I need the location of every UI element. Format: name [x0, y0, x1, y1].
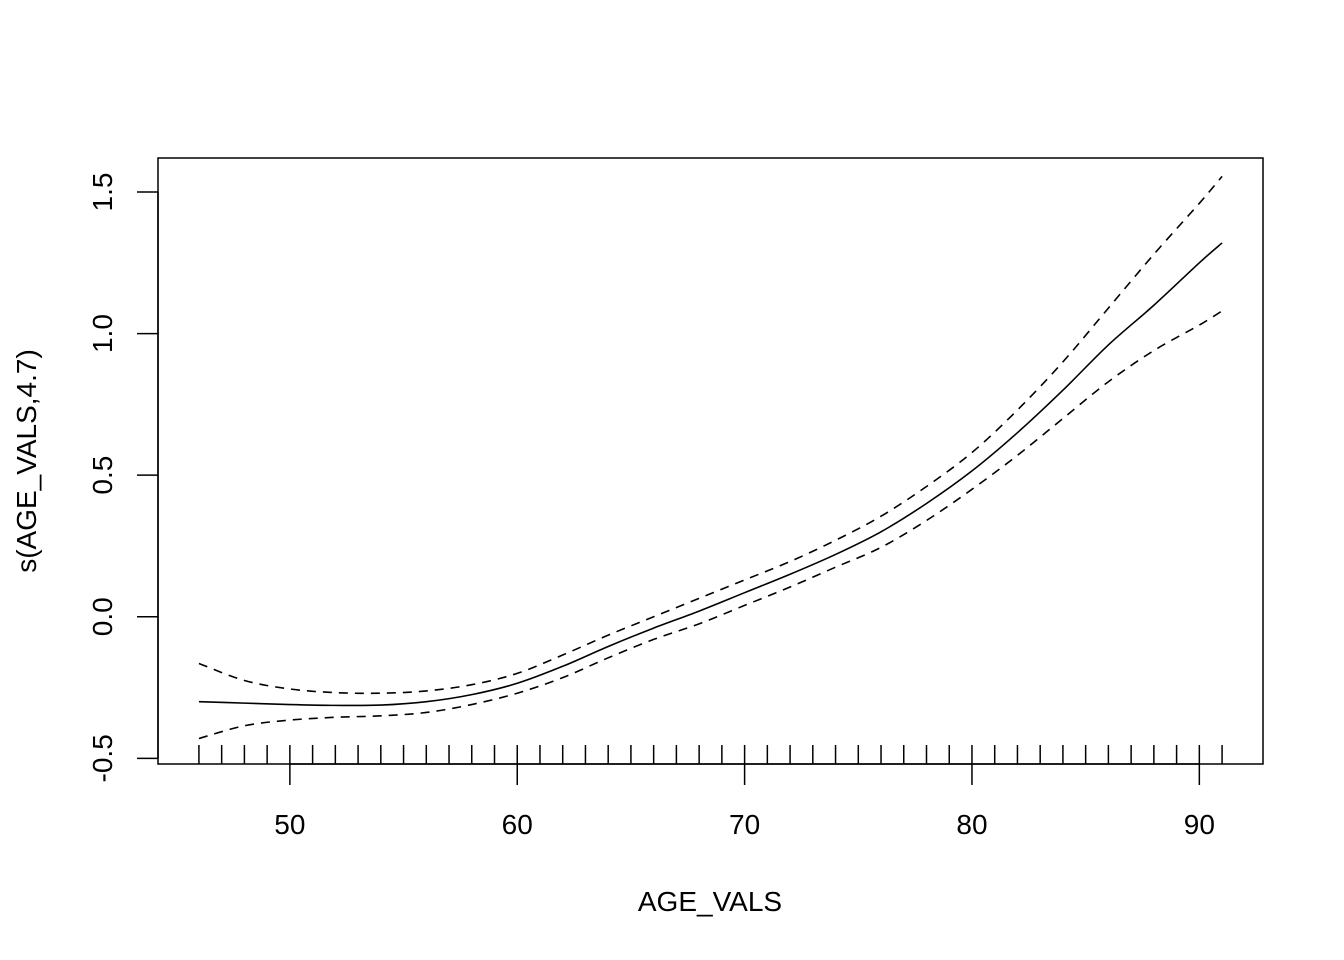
lower-ci-line — [198, 310, 1223, 740]
x-tick-label: 90 — [1184, 809, 1215, 840]
y-tick-label: 1.5 — [87, 173, 118, 212]
plot-frame — [157, 157, 1264, 765]
y-tick-label: 0.5 — [87, 456, 118, 495]
y-tick-label: 1.0 — [87, 314, 118, 353]
y-tick-label: -0.5 — [87, 734, 118, 782]
x-tick-label: 70 — [729, 809, 760, 840]
smooth-fit-line — [198, 242, 1223, 707]
series-lines — [198, 175, 1223, 740]
rug-marks — [198, 745, 1223, 764]
x-tick-label: 80 — [956, 809, 987, 840]
upper-ci-line — [198, 175, 1223, 695]
y-axis-label: s(AGE_VALS,4.7) — [11, 349, 42, 573]
x-tick-label: 60 — [502, 809, 533, 840]
x-tick-label: 50 — [274, 809, 305, 840]
y-axis: -0.5 0.0 0.5 1.0 1.5 — [87, 173, 159, 782]
x-axis-label: AGE_VALS — [638, 886, 782, 917]
x-axis: 50 60 70 80 90 — [274, 763, 1215, 840]
y-tick-label: 0.0 — [87, 597, 118, 636]
